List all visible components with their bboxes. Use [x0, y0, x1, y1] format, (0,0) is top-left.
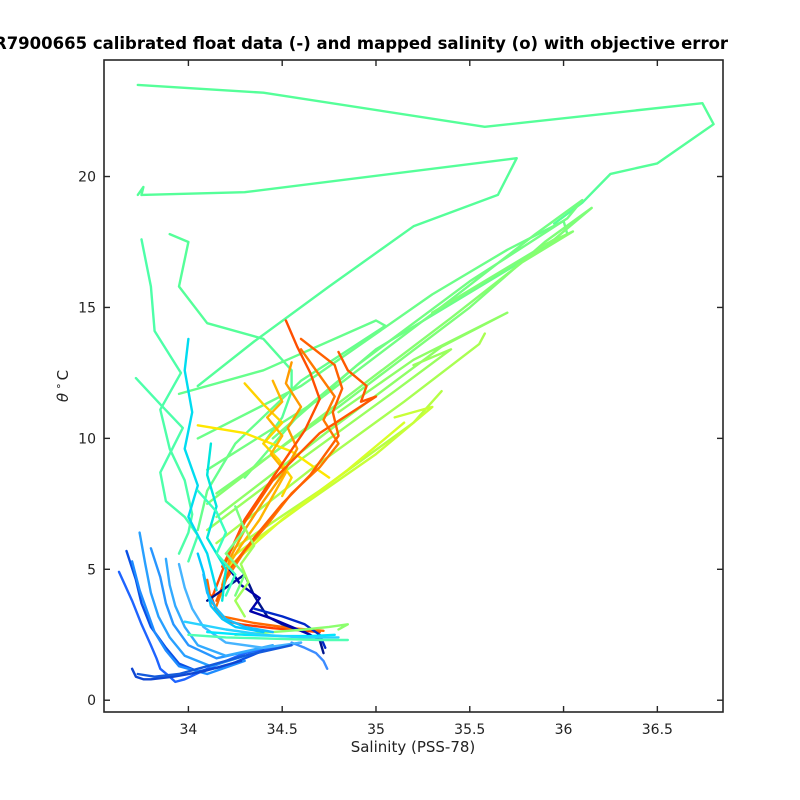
x-tick-label: 36.5 [642, 722, 673, 738]
plot-frame [103, 59, 724, 713]
x-tick-label: 34 [179, 722, 197, 738]
y-axis-label: θ ° C [54, 370, 72, 402]
y-axis-label-unit: C [54, 370, 72, 380]
series-line-8 [205, 198, 584, 471]
y-axis-label-symbol: θ [54, 393, 72, 402]
series-line-22 [215, 337, 344, 602]
x-tick-label: 35.5 [454, 722, 485, 738]
series-line-36 [149, 547, 265, 660]
series-line-2 [136, 185, 145, 197]
chart-title: R7900665 calibrated float data (-) and m… [0, 34, 729, 53]
series-line-14 [224, 390, 443, 555]
y-tick-label: 15 [78, 300, 96, 316]
x-tick-label: 34.5 [267, 722, 298, 738]
series-line-19 [224, 379, 288, 571]
series-line-44 [196, 552, 265, 634]
series-line-30 [290, 641, 329, 670]
series-line-21 [215, 348, 340, 608]
y-tick-label: 5 [87, 562, 96, 578]
series-line-4 [168, 232, 293, 445]
series-line-1 [140, 156, 518, 388]
series-line-42 [183, 620, 340, 639]
x-tick-label: 36 [555, 722, 573, 738]
series-line-10 [205, 230, 575, 505]
series-line-37 [164, 557, 274, 657]
series-line-46 [183, 337, 218, 592]
series-line-39 [130, 659, 243, 681]
y-tick-label: 0 [87, 693, 96, 709]
series-line-38 [177, 562, 303, 649]
series-line-11 [215, 311, 509, 519]
series-line-35 [138, 531, 256, 668]
x-axis-label: Salinity (PSS-78) [351, 738, 476, 756]
series-line-13 [215, 332, 486, 545]
series-layer [117, 83, 715, 684]
series-line-50 [234, 526, 256, 618]
series-line-24 [220, 350, 378, 568]
axes-layer: 34 34.5 35 35.5 36 36.5 0 5 10 15 20 [78, 60, 723, 738]
series-line-6 [177, 319, 387, 532]
series-line-49 [224, 505, 246, 597]
series-line-45 [202, 573, 274, 634]
series-line-0 [136, 83, 715, 225]
series-line-48 [196, 489, 237, 597]
y-tick-label: 10 [78, 431, 96, 447]
series-line-17 [196, 424, 331, 479]
series-line-18 [243, 382, 293, 498]
series-line-31 [234, 623, 349, 636]
series-line-40 [136, 644, 293, 678]
x-tick-label: 35 [367, 722, 385, 738]
y-tick-label: 20 [78, 170, 96, 186]
y-axis-label-degree: ° [55, 383, 68, 389]
series-line-43 [187, 633, 349, 642]
series-line-47 [205, 442, 228, 602]
